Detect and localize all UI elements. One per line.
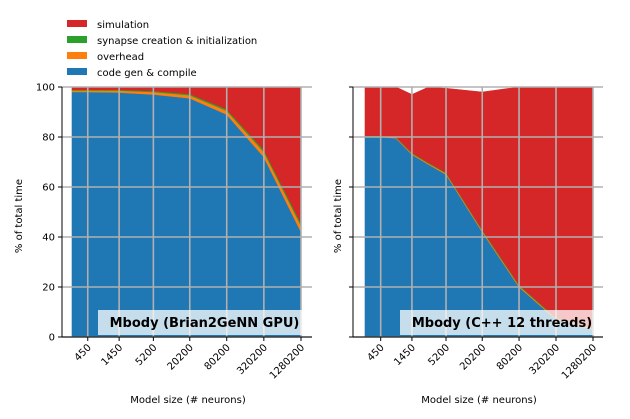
y-tick-label: 100 bbox=[36, 83, 55, 94]
y-tick-label: 80 bbox=[42, 133, 55, 144]
y-axis-label: % of total time bbox=[333, 179, 344, 253]
left-panel-gpu: 0 20 40 60 80 100 450 1450 5200 20200 80200 3202001… bbox=[14, 83, 312, 406]
x-tick-label: 320200 bbox=[235, 342, 270, 377]
x-tick-label: 1280200 bbox=[268, 342, 307, 381]
panel-title: Mbody (C++ 12 threads) bbox=[412, 316, 592, 331]
y-axis-label: % of total time bbox=[14, 179, 25, 253]
legend-swatch bbox=[67, 68, 87, 75]
x-tick-label: 20200 bbox=[458, 342, 488, 372]
panel-title-box bbox=[98, 310, 311, 335]
x-tick-label: 80200 bbox=[203, 342, 233, 372]
y-tick-label: 40 bbox=[42, 233, 55, 244]
x-tick-label: 20200 bbox=[166, 342, 196, 372]
x-tick-label: 1280200 bbox=[560, 342, 599, 381]
x-tick-label: 5200 bbox=[134, 342, 160, 368]
y-tick-label: 60 bbox=[42, 183, 55, 194]
y-tick-label: 0 bbox=[49, 333, 55, 344]
legend-label: overhead bbox=[97, 52, 144, 63]
x-tick-label: 1450 bbox=[392, 342, 418, 368]
x-tick-label: 450 bbox=[366, 342, 387, 363]
legend: simulation synapse creation & initializat… bbox=[67, 20, 257, 79]
y-tick-label: 20 bbox=[42, 283, 55, 294]
x-tick-label: 1450 bbox=[99, 342, 125, 368]
legend-swatch bbox=[67, 36, 87, 43]
x-axis-label: Model size (# neurons) bbox=[130, 395, 246, 406]
legend-label: synapse creation & initialization bbox=[97, 36, 257, 47]
legend-swatch bbox=[67, 20, 87, 27]
legend-label: simulation bbox=[97, 20, 149, 31]
x-tick-label: 450 bbox=[73, 342, 94, 363]
x-tick-label: 80200 bbox=[495, 342, 525, 372]
x-tick-label: 320200 bbox=[527, 342, 562, 377]
x-axis-label: Model size (# neurons) bbox=[421, 395, 537, 406]
x-tick-label: 5200 bbox=[426, 342, 452, 368]
legend-label: code gen & compile bbox=[97, 68, 197, 79]
panel-title: Mbody (Brian2GeNN GPU) bbox=[110, 316, 300, 331]
legend-swatch bbox=[67, 52, 87, 59]
panel-title-box bbox=[400, 310, 604, 335]
